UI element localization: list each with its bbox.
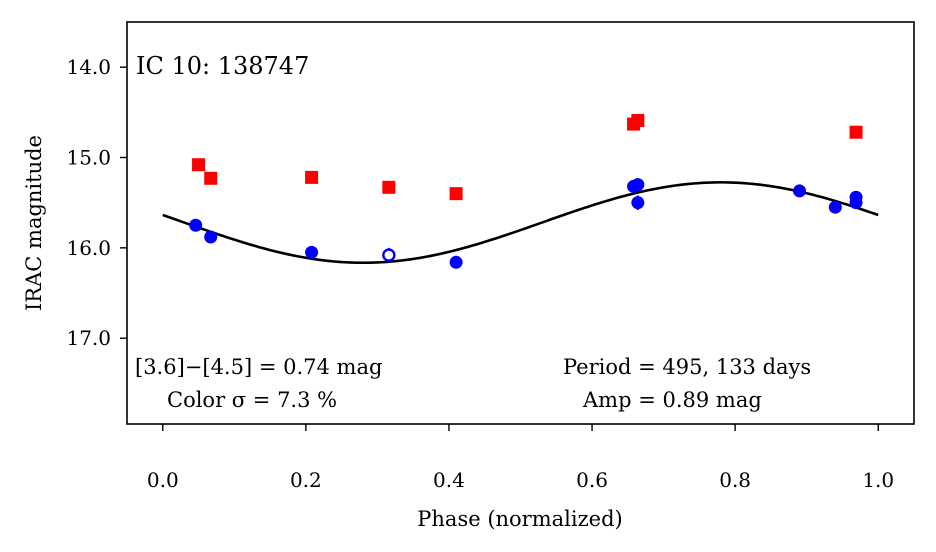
blue-circle-point: [631, 196, 645, 210]
data-points-layer: [189, 113, 863, 269]
y-axis-label: IRAC magnitude: [22, 135, 46, 311]
x-tick-label: 1.0: [862, 468, 894, 492]
blue-circle-point: [849, 196, 863, 210]
color-index-annotation: [3.6]−[4.5] = 0.74 mag: [135, 355, 382, 379]
x-tick-label: 0.2: [290, 468, 322, 492]
red-square-point: [305, 170, 319, 184]
blue-circle-point: [793, 184, 807, 198]
amp-annotation: Amp = 0.89 mag: [582, 388, 762, 412]
fit-curve: [162, 181, 879, 265]
red-square-point: [192, 158, 206, 172]
plot-background: [127, 22, 914, 424]
period-annotation: Period = 495, 133 days: [563, 355, 811, 379]
open-blue-circle-point: [382, 248, 396, 262]
blue-circle-point: [189, 218, 203, 232]
fit-curve-layer: [162, 181, 879, 265]
blue-circle-point: [449, 255, 463, 269]
blue-circle-point: [631, 178, 645, 192]
blue-circle-point: [305, 245, 319, 259]
y-axis-ticks: 14.0 15.0 16.0 17.0: [66, 55, 127, 350]
red-square-point: [382, 180, 396, 194]
plot-frame: [126, 21, 915, 425]
y-tick-label: 14.0: [66, 55, 111, 79]
red-square-point: [849, 125, 863, 139]
x-tick-label: 0.6: [576, 468, 608, 492]
red-square-point: [631, 113, 645, 127]
blue-circle-point: [828, 200, 842, 214]
x-axis-label: Phase (normalized): [417, 507, 622, 531]
color-sigma-annotation: Color σ = 7.3 %: [167, 388, 337, 412]
x-tick-label: 0.4: [433, 468, 465, 492]
x-axis-ticks: 0.0 0.2 0.4 0.6 0.8 1.0: [147, 424, 894, 492]
red-square-point: [449, 187, 463, 201]
y-tick-label: 17.0: [66, 326, 111, 350]
red-square-point: [204, 171, 218, 185]
y-tick-label: 15.0: [66, 146, 111, 170]
y-tick-label: 16.0: [66, 236, 111, 260]
chart-title: IC 10: 138747: [136, 52, 309, 80]
blue-circle-point: [204, 230, 218, 244]
x-tick-label: 0.8: [719, 468, 751, 492]
x-tick-label: 0.0: [147, 468, 179, 492]
